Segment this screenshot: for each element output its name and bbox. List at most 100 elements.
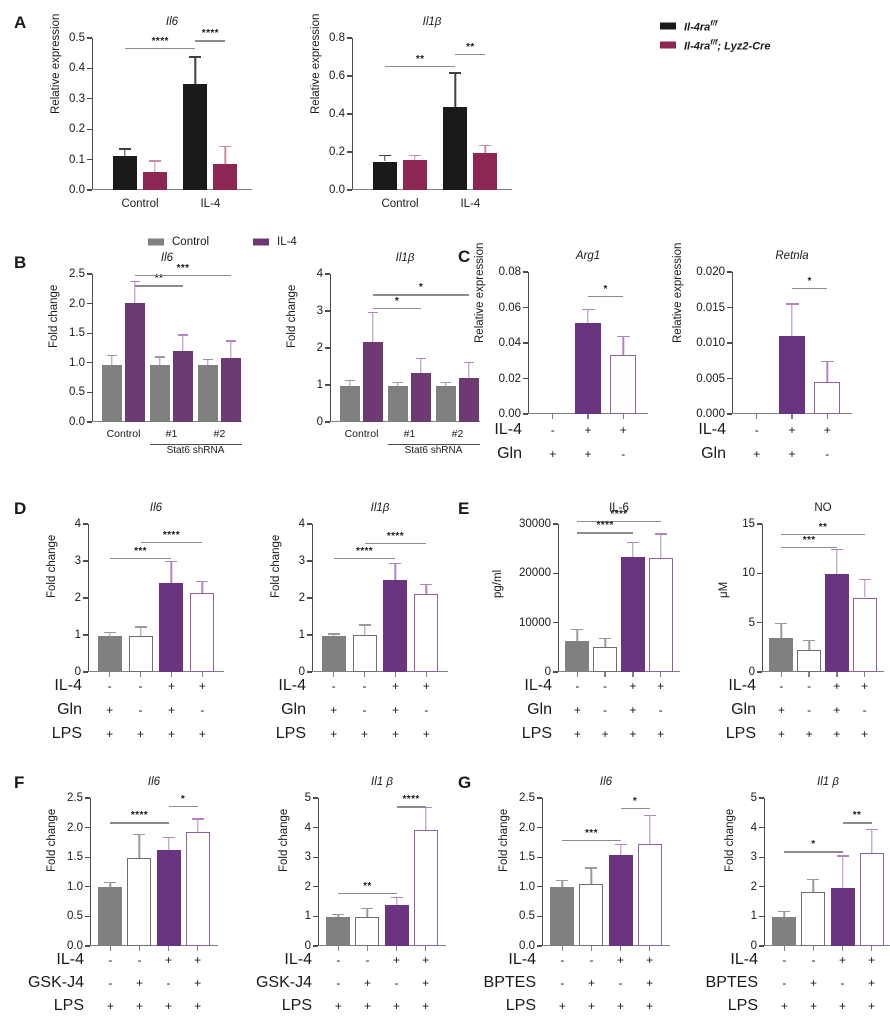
error-bar-stem [587,308,589,323]
error-bar-stem [836,548,838,575]
y-tick-label: 5 [750,792,757,804]
group-label: Stat6 shRNA [404,445,463,456]
bar [159,583,184,672]
y-axis-line [92,274,94,422]
condition-value: + [573,703,581,717]
error-bar-cap [585,867,598,869]
y-tick [523,342,528,344]
error-bar [327,633,340,637]
error-bar-cap [775,622,788,625]
significance-bracket: ** [455,42,486,55]
plot-area: 0.0 0.1 0.2 0.3 0.4 0.5 Relative expression ***… [50,14,252,210]
error-bar [464,361,474,379]
significance-line [620,808,650,810]
condition-value: + [839,953,847,967]
panel-A-legend: Il-4raf/f Il-4raf/f; Lyz2-Cre [660,18,885,58]
y-tick-label: 4 [316,268,323,280]
significance-bracket: ** [135,273,183,287]
error-bar-stem [425,583,428,594]
x-tick [170,672,173,677]
condition-row-label: LPS [275,725,306,742]
panel-letter-F: F [14,773,25,792]
condition-value: + [422,953,430,967]
condition-value: + [363,976,371,990]
x-axis-line [762,670,884,672]
y-tick-label: 3 [304,851,311,864]
y-tick-label: 0.5 [69,386,85,399]
x-category-label: #2 [451,428,464,440]
y-tick-label: 2 [750,880,757,893]
significance-bracket: **** [577,520,633,534]
y-tick [85,945,90,947]
y-tick [85,915,90,918]
y-tick [85,826,90,829]
y-tick-label: 5 [304,792,311,804]
significance-stars: * [811,839,816,851]
significance-stars: *** [802,534,816,546]
error-bar-stem [870,828,873,854]
error-bar [858,578,871,598]
condition-value: + [391,679,399,693]
error-bar-cap [130,281,140,283]
error-bar-stem [349,379,351,387]
subplot-Il6-F0: Il6 0.0 0.5 1.0 1.5 2.0 2.5 Fold change **** * [46,776,218,952]
condition-row-label: LPS [51,725,82,742]
condition-value: + [809,999,817,1013]
bar [414,593,439,672]
y-tick [347,151,352,153]
error-bar-cap [778,911,791,913]
significance-bracket: *** [562,828,621,842]
y-tick [307,560,312,562]
condition-value: + [584,423,592,437]
error-bar-cap [196,580,209,583]
bar [403,159,427,190]
error-bar [165,561,178,584]
y-tick-label: 3 [316,305,323,317]
error-bar-stem [659,533,662,559]
y-tick [759,886,764,888]
legend-label: Il-4raf/f; Lyz2-Cre [684,37,771,53]
y-tick [87,332,92,334]
condition-row-label: IL-4 [278,677,306,694]
condition-value: + [167,727,175,741]
y-tick-label: 1 [298,629,305,641]
error-bar-stem [384,154,386,162]
condition-value: + [777,703,785,717]
error-bar [416,357,426,373]
condition-value: + [868,976,876,990]
y-tick [325,421,330,423]
error-bar [581,308,595,323]
bar [565,640,590,672]
x-tick [394,672,397,677]
legend-swatch [148,238,164,246]
error-bar [134,626,147,637]
significance-stars: ** [852,810,862,822]
condition-value: - [754,423,759,437]
group-label: Stat6 shRNA [166,445,225,456]
condition-row-label: IL-4 [284,951,312,968]
y-tick-label: 2.5 [519,792,535,804]
y-tick [83,634,88,636]
condition-value: - [138,703,143,717]
bar [125,303,145,422]
y-tick-label: 0.5 [67,910,83,923]
x-tick [109,946,112,951]
y-tick [87,189,92,191]
condition-value: - [394,976,399,990]
plot-area: 0.0 0.5 1.0 1.5 2.0 2.5 Fold change *** * [498,792,670,952]
significance-stars: * [807,275,812,287]
error-bar-stem [167,837,170,851]
error-bar-cap [820,360,834,363]
x-axis-line [558,670,680,672]
y-tick-label: 1 [304,910,311,923]
x-tick [552,414,554,419]
condition-row-label: IL-4 [728,677,756,694]
y-tick [313,886,318,888]
condition-value: + [391,727,399,741]
error-bar [599,637,612,647]
significance-line [135,285,183,287]
condition-row-label: Gln [527,701,552,718]
y-tick [523,271,528,273]
legend-item: Il-4raf/f; Lyz2-Cre [660,37,885,53]
significance-line [168,805,198,807]
